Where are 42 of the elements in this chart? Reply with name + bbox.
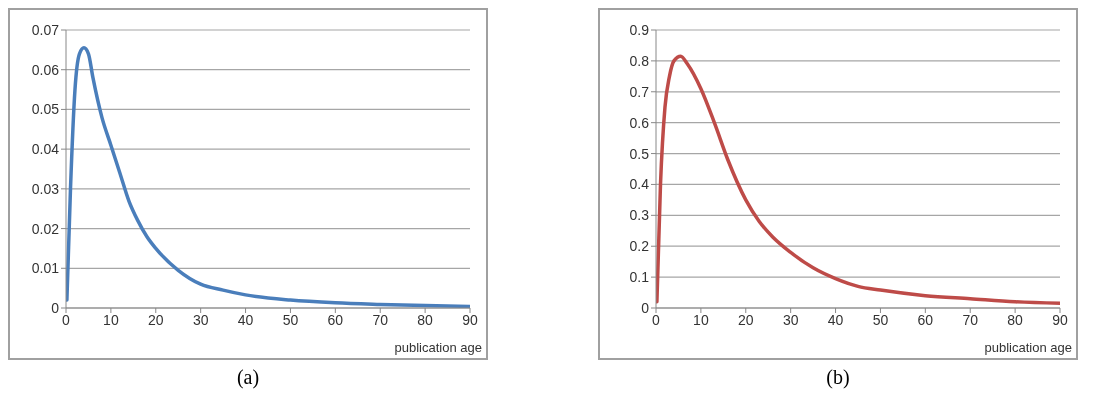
x-tick-label: 0 <box>62 311 71 328</box>
x-tick-label: 50 <box>282 311 299 328</box>
x-tick-label: 40 <box>827 311 844 328</box>
x-tick-label: 60 <box>327 311 344 328</box>
x-tick-label: 90 <box>462 311 478 328</box>
y-tick-label: 0.3 <box>629 207 650 224</box>
x-tick-label: 10 <box>693 311 709 328</box>
x-tick-label: 50 <box>872 311 889 328</box>
x-tick-label: 0 <box>652 311 661 328</box>
y-tick-label: 0.8 <box>629 52 650 69</box>
x-tick-label: 20 <box>737 311 754 328</box>
y-tick-label: 0 <box>51 299 60 316</box>
y-tick-label: 0.02 <box>31 220 60 237</box>
y-tick-label: 0.4 <box>629 176 650 193</box>
x-tick-label: 90 <box>1052 311 1068 328</box>
y-tick-label: 0 <box>641 299 650 316</box>
x-tick-label: 10 <box>103 311 119 328</box>
y-tick-label: 0.04 <box>31 141 60 158</box>
y-tick-label: 0.01 <box>31 260 60 277</box>
x-tick-label: 70 <box>962 311 979 328</box>
x-axis-title: publication age <box>394 340 482 355</box>
y-tick-label: 0.7 <box>629 83 650 100</box>
text: (a) <box>235 366 261 389</box>
y-tick-label: 0.5 <box>629 145 650 162</box>
y-tick-label: 0.2 <box>629 238 650 255</box>
x-tick-label: 70 <box>372 311 389 328</box>
x-tick-label: 20 <box>147 311 164 328</box>
x-tick-label: 80 <box>417 311 434 328</box>
x-axis-title: publication age <box>984 340 1072 355</box>
y-tick-label: 0.05 <box>31 101 60 118</box>
y-tick-label: 0.1 <box>629 269 650 286</box>
y-tick-label: 0.6 <box>629 114 650 131</box>
y-tick-label: 0.03 <box>31 180 60 197</box>
x-tick-label: 80 <box>1007 311 1024 328</box>
x-tick-label: 60 <box>917 311 934 328</box>
x-tick-label: 30 <box>782 311 799 328</box>
x-tick-label: 40 <box>237 311 254 328</box>
y-tick-label: 0.9 <box>629 21 650 38</box>
text: (b) <box>825 366 851 389</box>
y-tick-label: 0.06 <box>31 61 60 78</box>
y-tick-label: 0.07 <box>31 21 60 38</box>
x-tick-label: 30 <box>192 311 209 328</box>
